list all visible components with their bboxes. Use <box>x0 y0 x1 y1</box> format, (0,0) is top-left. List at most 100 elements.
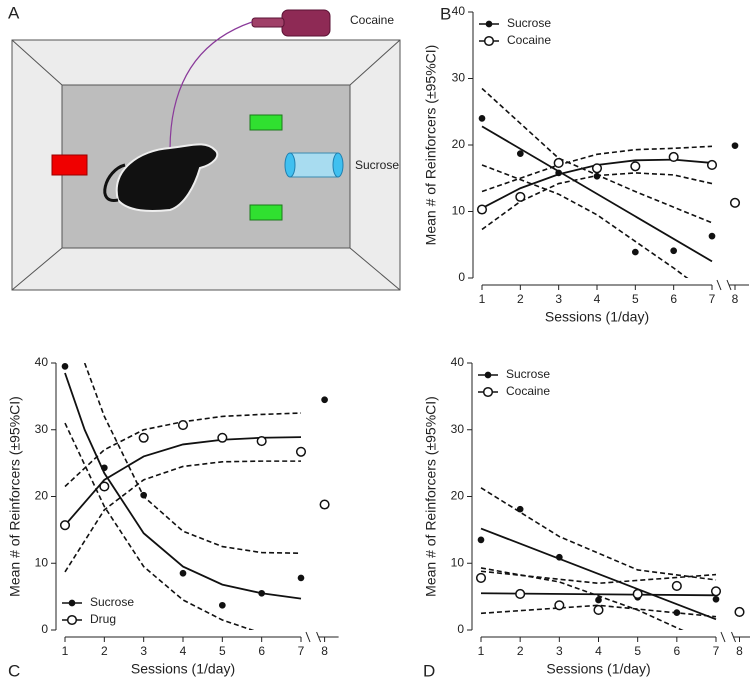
bottle-end <box>284 152 296 178</box>
point <box>515 588 526 600</box>
edge <box>349 39 401 86</box>
diagram: A Sucrose Cocaine <box>8 3 401 291</box>
y-tick-label: 20 <box>35 489 49 503</box>
x-tick-label: 3 <box>555 292 562 306</box>
point <box>478 115 486 122</box>
fit-line <box>481 125 713 263</box>
point <box>218 601 226 609</box>
break-mark <box>305 631 311 643</box>
ci-line <box>481 172 713 231</box>
fits <box>481 87 713 278</box>
legend-marker <box>485 20 493 28</box>
point <box>595 596 602 604</box>
ci-line <box>64 422 255 630</box>
lever <box>249 204 283 221</box>
syringe <box>281 9 331 37</box>
x-tick-label: 1 <box>62 644 69 658</box>
point <box>673 609 681 616</box>
point <box>708 232 716 240</box>
x-axis-label: Sessions (1/day) <box>545 309 649 325</box>
point <box>555 553 563 561</box>
y-tick-label: 20 <box>452 137 466 151</box>
legend-marker <box>484 371 492 379</box>
legend-marker <box>482 386 494 398</box>
rat-tail <box>103 163 126 202</box>
point <box>179 569 187 577</box>
y-tick-label: 30 <box>452 71 466 85</box>
ci-line <box>64 460 301 573</box>
x-tick-label: 3 <box>140 644 147 658</box>
point <box>671 580 682 591</box>
fit-line <box>64 372 302 600</box>
point <box>670 247 678 255</box>
legend-label: Sucrose <box>506 367 550 381</box>
point <box>554 600 565 611</box>
legend-label: Sucrose <box>90 595 134 609</box>
break-mark <box>716 279 722 291</box>
y-tick-label: 30 <box>35 422 49 436</box>
point <box>177 420 189 431</box>
lever <box>249 114 283 131</box>
point <box>217 432 228 443</box>
point <box>258 589 266 597</box>
y-axis-label: Mean # of Reinforcers (±95%CI) <box>423 45 439 246</box>
point <box>712 595 720 603</box>
syringe-label: Cocaine <box>350 13 394 27</box>
x-tick-label: 5 <box>219 644 226 658</box>
panel-label: D <box>423 661 435 680</box>
point <box>61 362 69 370</box>
point <box>319 499 330 510</box>
y-tick-label: 0 <box>41 622 48 636</box>
legend-marker <box>483 35 495 47</box>
point <box>140 491 148 499</box>
x-tick-label: 4 <box>595 644 602 658</box>
x-tick-label: 5 <box>632 292 639 306</box>
chart: B 0 10 20 30 40 1 2 3 4 5 6 7 8 Sessions (1/day) Mean #… <box>423 4 749 325</box>
ci-line <box>480 570 717 585</box>
point <box>515 191 526 202</box>
chart: C 0 10 20 30 40 1 2 3 4 5 6 7 8 Sessions (1/day) Mean #… <box>7 355 339 680</box>
edge <box>11 39 63 86</box>
point <box>593 172 601 180</box>
legend-marker <box>66 614 78 626</box>
panel-label: A <box>8 3 20 22</box>
point <box>729 197 741 208</box>
x-tick-label: 7 <box>709 292 716 306</box>
point <box>632 588 643 600</box>
point <box>668 151 679 163</box>
point <box>555 169 563 177</box>
y-axis-label: Mean # of Reinforcers (±95%CI) <box>7 396 23 597</box>
ci-line <box>481 164 689 278</box>
y-tick-label: 0 <box>458 270 465 284</box>
point <box>138 432 149 443</box>
x-tick-label: 4 <box>180 644 187 658</box>
y-tick-label: 40 <box>451 355 465 369</box>
x-tick-label: 1 <box>479 292 486 306</box>
x-axis-label: Sessions (1/day) <box>546 661 650 677</box>
red-light <box>51 154 88 176</box>
x-tick-label: 5 <box>634 644 641 658</box>
x-tick-label: 6 <box>258 644 265 658</box>
x-tick-label: 8 <box>736 644 743 658</box>
point <box>631 248 639 256</box>
y-tick-label: 40 <box>35 355 49 369</box>
point <box>295 446 307 457</box>
point <box>630 161 641 172</box>
point <box>734 606 745 618</box>
y-tick-label: 30 <box>451 422 465 436</box>
point <box>731 142 739 150</box>
syringe-tip <box>251 17 285 28</box>
x-tick-label: 2 <box>517 644 524 658</box>
point <box>591 163 603 174</box>
legend-marker <box>68 599 76 607</box>
x-tick-label: 1 <box>478 644 485 658</box>
point <box>297 574 305 582</box>
tubing <box>169 21 253 151</box>
legend-label: Cocaine <box>506 384 550 398</box>
point <box>593 604 604 616</box>
bottle-end <box>332 152 344 178</box>
y-tick-label: 40 <box>452 4 466 18</box>
rat <box>115 143 219 212</box>
x-tick-label: 8 <box>732 292 739 306</box>
